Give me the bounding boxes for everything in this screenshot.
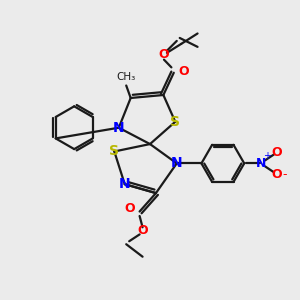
Text: -: - — [282, 168, 287, 181]
Text: N: N — [256, 157, 267, 170]
Text: O: O — [158, 48, 169, 61]
Text: O: O — [271, 146, 282, 159]
Text: N: N — [113, 121, 124, 135]
Text: N: N — [119, 177, 130, 191]
Text: S: S — [109, 145, 119, 158]
Text: CH₃: CH₃ — [117, 72, 136, 82]
Text: +: + — [263, 151, 271, 161]
Text: S: S — [170, 115, 180, 129]
Text: O: O — [124, 202, 134, 215]
Text: O: O — [271, 168, 282, 181]
Text: N: N — [171, 156, 183, 170]
Text: O: O — [137, 224, 148, 237]
Text: O: O — [179, 65, 190, 78]
